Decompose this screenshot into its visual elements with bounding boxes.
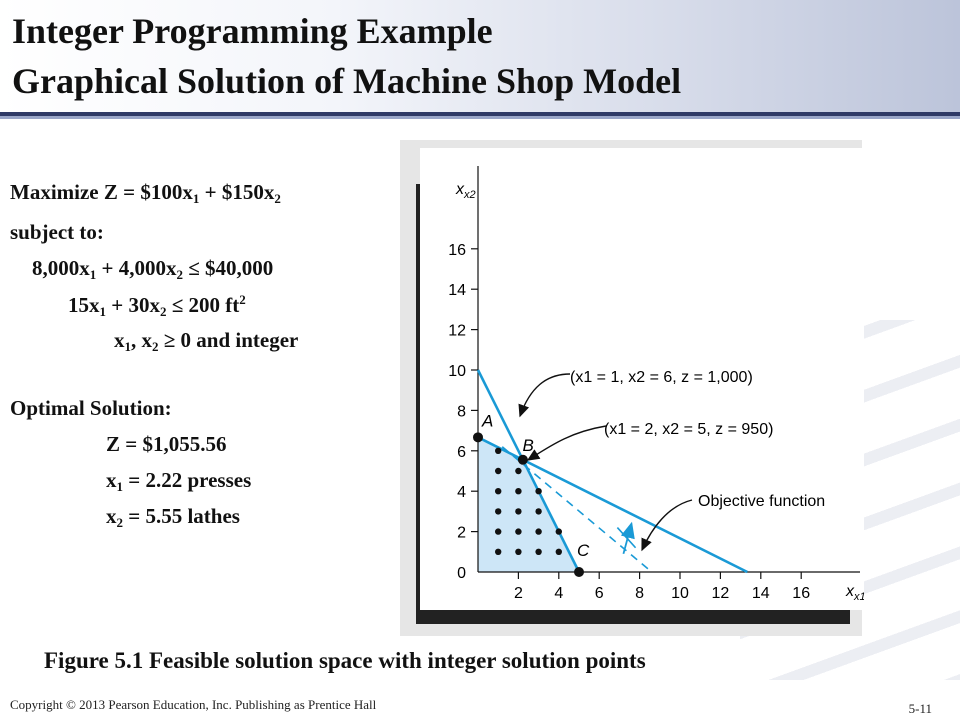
integer-point [495,548,502,555]
integer-points [473,432,584,577]
x-tick-label: 2 [514,585,523,602]
objective-direction-arrow [620,521,635,555]
integer-point [535,488,542,495]
integer-point [535,548,542,555]
point-a-label: A [481,412,493,431]
integer-point [535,508,542,515]
x-tick-label: 10 [671,585,689,602]
figure-caption: Figure 5.1 Feasible solution space with … [44,648,646,673]
point-b-label: B [522,436,533,455]
title-rule-light [0,116,960,119]
y-tick-label: 6 [457,444,466,461]
x-tick-label: 8 [635,585,644,602]
slide-title-line1: Integer Programming Example [12,11,493,51]
optimal-solution-label: Optimal Solution: [10,396,172,420]
corner-point-a [473,432,483,443]
corner-point-b [517,454,528,465]
figure-panel: 2 4 6 8 10 12 14 16 0 2 4 6 8 10 12 14 16 xx2 xx1 A B C… [420,148,866,610]
constraint-2: 15x1 + 30x2 ≤ 200 ft2 [68,292,246,319]
integer-point [515,467,522,475]
y-tick-label: 16 [448,242,466,259]
integer-point [495,528,502,535]
x-axis-label: xx1 [845,583,864,603]
integer-point [535,528,542,535]
y-tick-label: 10 [448,363,466,380]
x-ticks: 2 4 6 8 10 12 14 16 [514,572,810,602]
point-c-label: C [577,541,590,560]
y-tick-label: 2 [457,525,466,542]
x-tick-label: 6 [595,585,604,602]
integer-point [495,467,502,475]
corner-point-c [574,567,584,577]
x1-value: x1 = 2.22 presses [106,468,252,494]
objective-function: Maximize Z = $100x1 + $150x2 [10,180,281,206]
y-tick-label: 4 [457,484,466,501]
annotation-arrow-objective [641,499,693,552]
title-band [0,0,960,118]
slide-title-line2: Graphical Solution of Machine Shop Model [12,61,682,101]
constraint-line-presses [476,369,581,573]
y-tick-label: 14 [448,282,466,299]
feasible-region-graph: 2 4 6 8 10 12 14 16 0 2 4 6 8 10 12 14 16 xx2 xx1 A B C… [448,166,866,603]
integer-point [495,488,502,495]
x-tick-label: 4 [554,585,563,602]
title-rule [0,112,960,116]
annotation-arrow-1 [518,373,571,418]
integer-point [495,508,502,515]
integer-point [515,528,522,535]
annotation-2: (x1 = 2, x2 = 5, z = 950) [604,421,773,438]
constraint-1: 8,000x1 + 4,000x2 ≤ $40,000 [32,256,274,282]
x2-value: x2 = 5.55 lathes [106,504,240,530]
integer-point [515,488,522,495]
copyright: Copyright © 2013 Pearson Education, Inc.… [10,697,377,712]
z-value: Z = $1,055.56 [106,432,227,456]
annotation-1: (x1 = 1, x2 = 6, z = 1,000) [570,369,753,386]
x-tick-label: 12 [712,585,730,602]
annotation-objective: Objective function [698,493,825,510]
integer-point [515,508,522,515]
objective-line [501,446,653,573]
x-tick-label: 14 [752,585,770,602]
y-axis-label: xx2 [455,181,476,201]
x-tick-label: 16 [792,585,810,602]
integer-point [555,528,562,535]
subject-to-label: subject to: [10,220,104,244]
integer-point [515,548,522,555]
y-tick-label: 0 [457,565,466,582]
annotation-arrow-2 [526,425,607,461]
integer-point [495,447,502,454]
y-ticks: 0 2 4 6 8 10 12 14 16 [448,242,478,582]
feasible-region [478,437,579,572]
y-tick-label: 12 [448,323,466,340]
constraint-3: x1, x2 ≥ 0 and integer [114,328,299,354]
integer-point [555,548,562,555]
page-number: 5-11 [908,701,932,716]
y-tick-label: 8 [457,403,466,420]
